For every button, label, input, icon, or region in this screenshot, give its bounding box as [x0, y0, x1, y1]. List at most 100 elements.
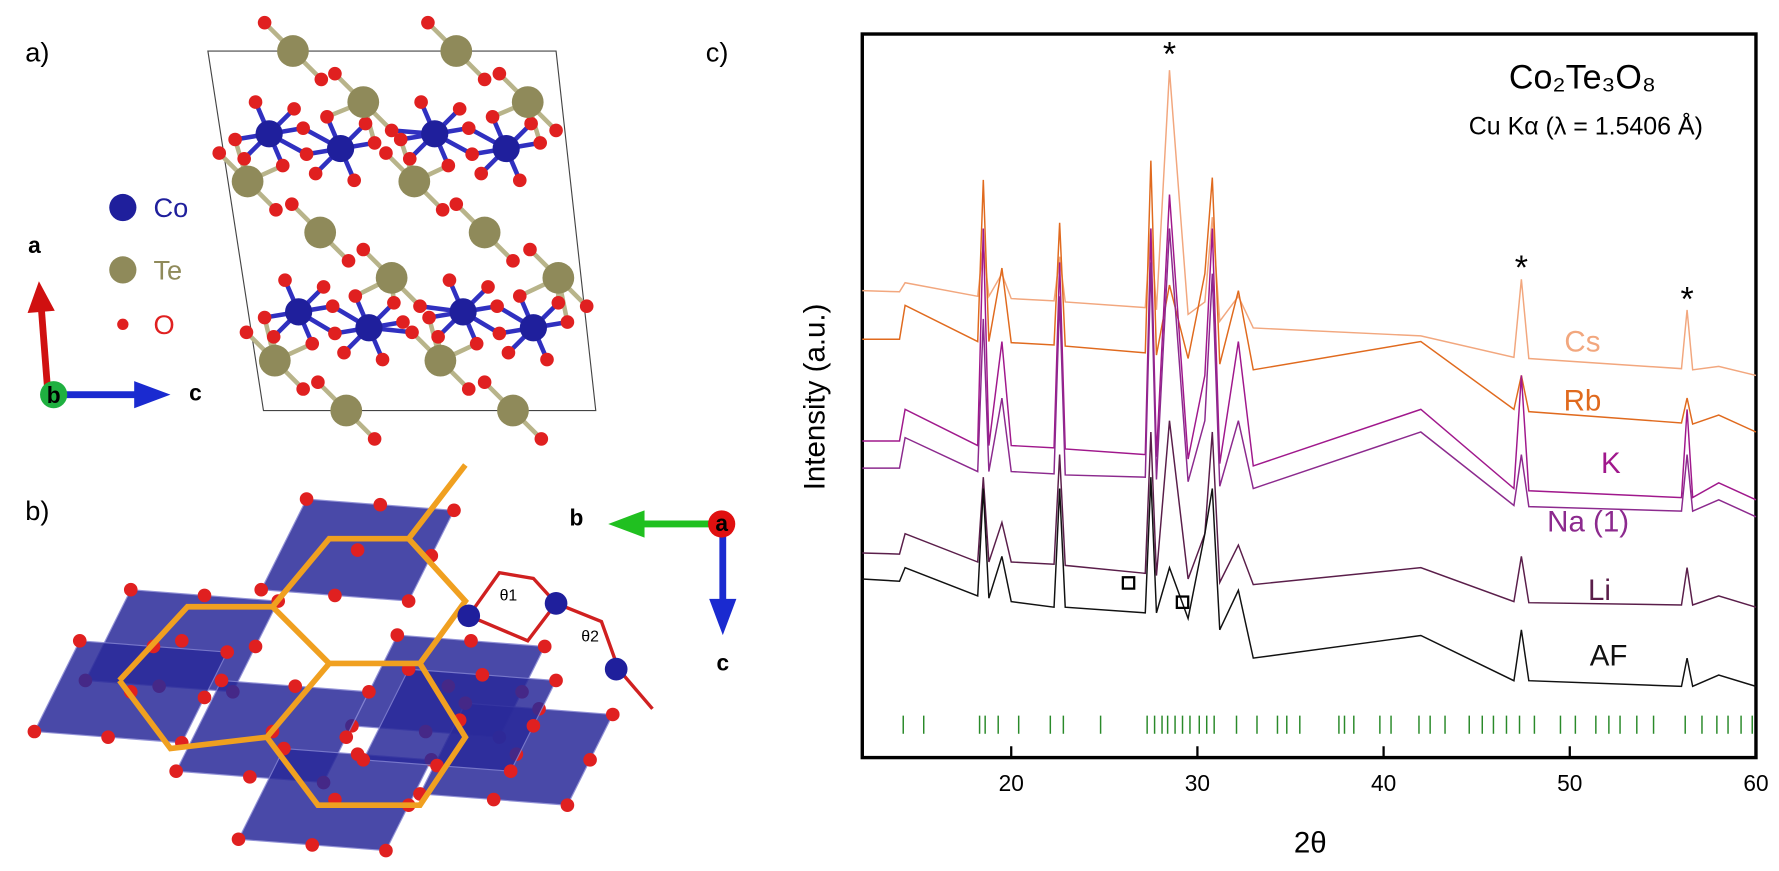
atom: [277, 35, 309, 67]
axis-dot: [708, 510, 736, 538]
legend-ball: [109, 193, 137, 222]
plot-frame: [860, 32, 1758, 760]
chart-title: Co₂Te₃O₈: [1509, 58, 1656, 96]
atom: [278, 273, 292, 287]
atom: [537, 639, 552, 654]
atom: [485, 110, 500, 124]
atom: [481, 280, 495, 294]
atom: [379, 146, 393, 160]
atom: [231, 165, 264, 198]
atom: [379, 843, 393, 858]
atom: [447, 503, 461, 518]
series-label: K: [1601, 447, 1621, 480]
atom: [305, 838, 320, 852]
atom: [519, 314, 547, 342]
atom: [248, 639, 263, 654]
axis-label: c: [716, 650, 729, 676]
atom: [285, 298, 313, 326]
atom: [526, 719, 541, 733]
atom: [457, 604, 481, 628]
atom: [257, 15, 272, 30]
panel-label: c): [706, 37, 729, 68]
atom: [468, 216, 501, 249]
arrow-head: [27, 281, 55, 314]
chain: [555, 601, 654, 710]
atom: [197, 690, 212, 705]
atom: [325, 299, 340, 314]
series-label: Li: [1588, 574, 1611, 607]
atom: [358, 116, 373, 131]
atom: [435, 203, 450, 217]
atom: [287, 102, 301, 116]
atom: [239, 325, 254, 340]
legend-label: Te: [153, 254, 182, 285]
series-label: Na (1): [1547, 506, 1629, 539]
atom: [449, 298, 477, 326]
atom: [266, 330, 281, 344]
atom: [231, 832, 246, 847]
arrow-head: [608, 510, 645, 538]
chart-subtitle: Cu Kα (λ = 1.5406 Å): [1469, 111, 1703, 141]
xrd-pattern: [862, 70, 1757, 377]
impurity-marker: [1175, 595, 1190, 610]
xrd-pattern: [862, 420, 1757, 608]
atom: [311, 375, 325, 390]
atom: [248, 95, 263, 109]
atom: [101, 730, 115, 744]
atom: [175, 633, 189, 648]
atom: [421, 15, 435, 30]
atom: [440, 35, 473, 67]
legend-label: Co: [153, 192, 188, 223]
atom: [524, 116, 538, 131]
angle-label: θ2: [581, 629, 599, 646]
atom: [375, 352, 390, 367]
atom: [441, 158, 456, 173]
atom: [299, 492, 314, 506]
atom: [362, 685, 376, 699]
arrow-head: [709, 598, 737, 636]
atom: [492, 134, 520, 163]
atom: [492, 66, 507, 81]
axis-dot: [40, 381, 68, 409]
atom: [422, 310, 436, 325]
atom: [474, 166, 489, 181]
atom: [387, 296, 401, 310]
atom: [257, 310, 272, 325]
atom: [330, 394, 363, 427]
atom: [540, 352, 554, 367]
atom: [390, 628, 405, 642]
xrd-plot: [862, 70, 1758, 758]
atom: [258, 344, 291, 377]
x-tick-label: 40: [1371, 770, 1396, 796]
atom: [197, 588, 212, 603]
chain: [467, 570, 559, 643]
annotation: *: [1680, 281, 1693, 319]
atom: [490, 299, 504, 314]
atom: [384, 123, 399, 138]
hexagon-path: [270, 604, 332, 666]
atom: [461, 121, 476, 135]
angle-label: θ1: [500, 588, 518, 605]
atom: [355, 314, 383, 342]
legend-ball: [117, 318, 129, 331]
xrd-pattern: [862, 194, 1757, 501]
hexagon-path: [117, 463, 468, 683]
atom: [255, 120, 283, 148]
atom: [414, 95, 428, 109]
atom: [212, 146, 227, 160]
atom: [220, 645, 234, 659]
atom: [401, 594, 416, 608]
atom: [320, 110, 334, 124]
atom: [228, 132, 242, 147]
atom: [296, 121, 310, 135]
atom: [583, 753, 597, 767]
atom: [296, 382, 310, 396]
atom: [339, 730, 354, 744]
atom: [523, 242, 537, 257]
atom: [442, 273, 457, 287]
atom: [461, 382, 476, 396]
atom: [464, 633, 478, 648]
atom: [604, 657, 628, 681]
xrd-pattern: [862, 477, 1757, 688]
atom: [328, 326, 342, 341]
